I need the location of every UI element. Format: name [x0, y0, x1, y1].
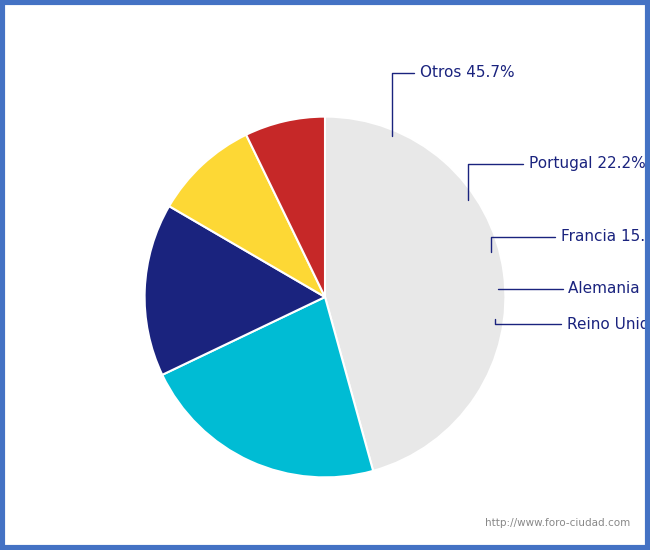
Text: Alemania 9.4%: Alemania 9.4%	[498, 282, 650, 296]
Wedge shape	[325, 117, 506, 471]
Wedge shape	[162, 297, 373, 477]
Wedge shape	[246, 117, 325, 297]
Text: Otros 45.7%: Otros 45.7%	[391, 65, 514, 136]
Wedge shape	[169, 135, 325, 297]
Text: Portugal 22.2%: Portugal 22.2%	[469, 156, 645, 200]
Text: Reino Unido 7.2%: Reino Unido 7.2%	[495, 317, 650, 332]
Wedge shape	[144, 206, 325, 375]
Text: Francia 15.5%: Francia 15.5%	[491, 229, 650, 252]
Text: http://www.foro-ciudad.com: http://www.foro-ciudad.com	[486, 518, 630, 528]
Text: Zafra - Turistas extranjeros según país - Agosto de 2024: Zafra - Turistas extranjeros según país …	[92, 15, 558, 34]
